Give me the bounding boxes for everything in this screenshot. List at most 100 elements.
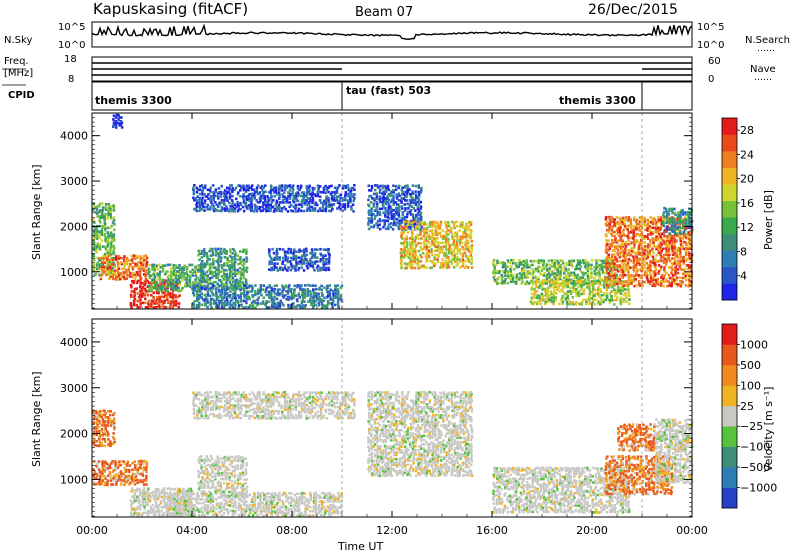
heatmap-cell [686, 272, 690, 276]
heatmap-cell [662, 280, 666, 284]
heatmap-cell [253, 301, 257, 305]
heatmap-cell [659, 259, 663, 262]
heatmap-cell [622, 271, 625, 275]
heatmap-cell [143, 287, 147, 291]
heatmap-cell [627, 251, 630, 255]
heatmap-cell [428, 245, 431, 249]
heatmap-cell [123, 474, 126, 478]
heatmap-cell [605, 296, 609, 299]
heatmap-cell [466, 235, 470, 239]
heatmap-cell [677, 219, 680, 223]
heatmap-cell [112, 244, 115, 248]
heatmap-cell [137, 267, 140, 270]
heatmap-cell [465, 233, 468, 236]
heatmap-cell [664, 247, 668, 250]
heatmap-cell [561, 281, 565, 285]
heatmap-cell [462, 226, 465, 230]
heatmap-cell [441, 258, 445, 261]
heatmap-cell [611, 262, 614, 265]
heatmap-cell [308, 189, 311, 192]
heatmap-cell [450, 251, 453, 255]
heatmap-cell [578, 263, 581, 266]
heatmap-cell [671, 249, 674, 253]
heatmap-cell [395, 203, 399, 206]
heatmap-cell [431, 225, 434, 228]
heatmap-cell [115, 113, 119, 117]
heatmap-cell [193, 285, 197, 288]
heatmap-cell [533, 296, 536, 299]
heatmap-cell [305, 253, 309, 257]
heatmap-cell [417, 190, 420, 194]
heatmap-cell [271, 205, 275, 209]
heatmap-cell [690, 244, 693, 248]
heatmap-cell [327, 262, 331, 265]
heatmap-cell [289, 250, 293, 253]
heatmap-cell [607, 285, 611, 289]
heatmap-cell [112, 118, 115, 121]
heatmap-cell [239, 270, 242, 274]
heatmap-cell [465, 247, 468, 251]
heatmap-cell [682, 220, 685, 223]
heatmap-cell [325, 205, 328, 208]
heatmap-cell [116, 269, 119, 272]
heatmap-cell [445, 224, 448, 228]
heatmap-cell [504, 267, 508, 271]
heatmap-cell [265, 207, 268, 211]
heatmap-cell [616, 288, 620, 291]
heatmap-cell [286, 197, 289, 200]
heatmap-cell [640, 224, 643, 228]
heatmap-cell [539, 302, 542, 306]
heatmap-cell [671, 276, 674, 279]
heatmap-cell [413, 247, 417, 251]
heatmap-cell [211, 184, 215, 187]
heatmap-cell [605, 247, 608, 251]
heatmap-cell [226, 292, 229, 295]
heatmap-cell [374, 197, 377, 200]
heatmap-cell [512, 261, 515, 265]
heatmap-cell [322, 268, 325, 271]
heatmap-cell [268, 260, 271, 264]
heatmap-cell [649, 249, 652, 253]
heatmap-cell [278, 209, 281, 213]
heatmap-cell [384, 189, 388, 192]
heatmap-cell [329, 193, 333, 196]
heatmap-cell [298, 303, 301, 307]
heatmap-cell [302, 195, 305, 198]
heatmap-cell [208, 270, 212, 273]
heatmap-cell [166, 299, 170, 303]
heatmap-cell [597, 282, 600, 285]
heatmap-cell [625, 282, 628, 285]
heatmap-cell [106, 430, 109, 433]
heatmap-cell [403, 199, 407, 202]
heatmap-cell [615, 257, 618, 261]
heatmap-cell [214, 299, 217, 303]
heatmap-cell [387, 198, 390, 202]
heatmap-cell [111, 258, 115, 262]
heatmap-cell [306, 188, 309, 191]
heatmap-cell [297, 268, 300, 272]
heatmap-cell [226, 286, 229, 289]
heatmap-cell [327, 247, 330, 251]
heatmap-cell [562, 276, 566, 279]
heatmap-cell [300, 258, 303, 262]
heatmap-cell [616, 289, 620, 293]
heatmap-cell [689, 241, 692, 244]
heatmap-cell [264, 203, 268, 207]
heatmap-cell [586, 269, 590, 272]
heatmap-cell [402, 229, 405, 232]
heatmap-cell [242, 199, 246, 202]
heatmap-cell [378, 218, 382, 221]
heatmap-cell [572, 259, 576, 263]
heatmap-cell [198, 301, 201, 305]
heatmap-cell [646, 226, 649, 230]
heatmap-cell [265, 286, 268, 289]
heatmap-cell [288, 184, 292, 187]
heatmap-cell [679, 255, 682, 258]
heatmap-cell [649, 260, 652, 263]
heatmap-cell [294, 203, 298, 207]
heatmap-cell [144, 301, 147, 305]
heatmap-cell [684, 236, 688, 240]
heatmap-cell [292, 256, 296, 259]
heatmap-cell [104, 239, 107, 242]
heatmap-cell [96, 256, 99, 260]
